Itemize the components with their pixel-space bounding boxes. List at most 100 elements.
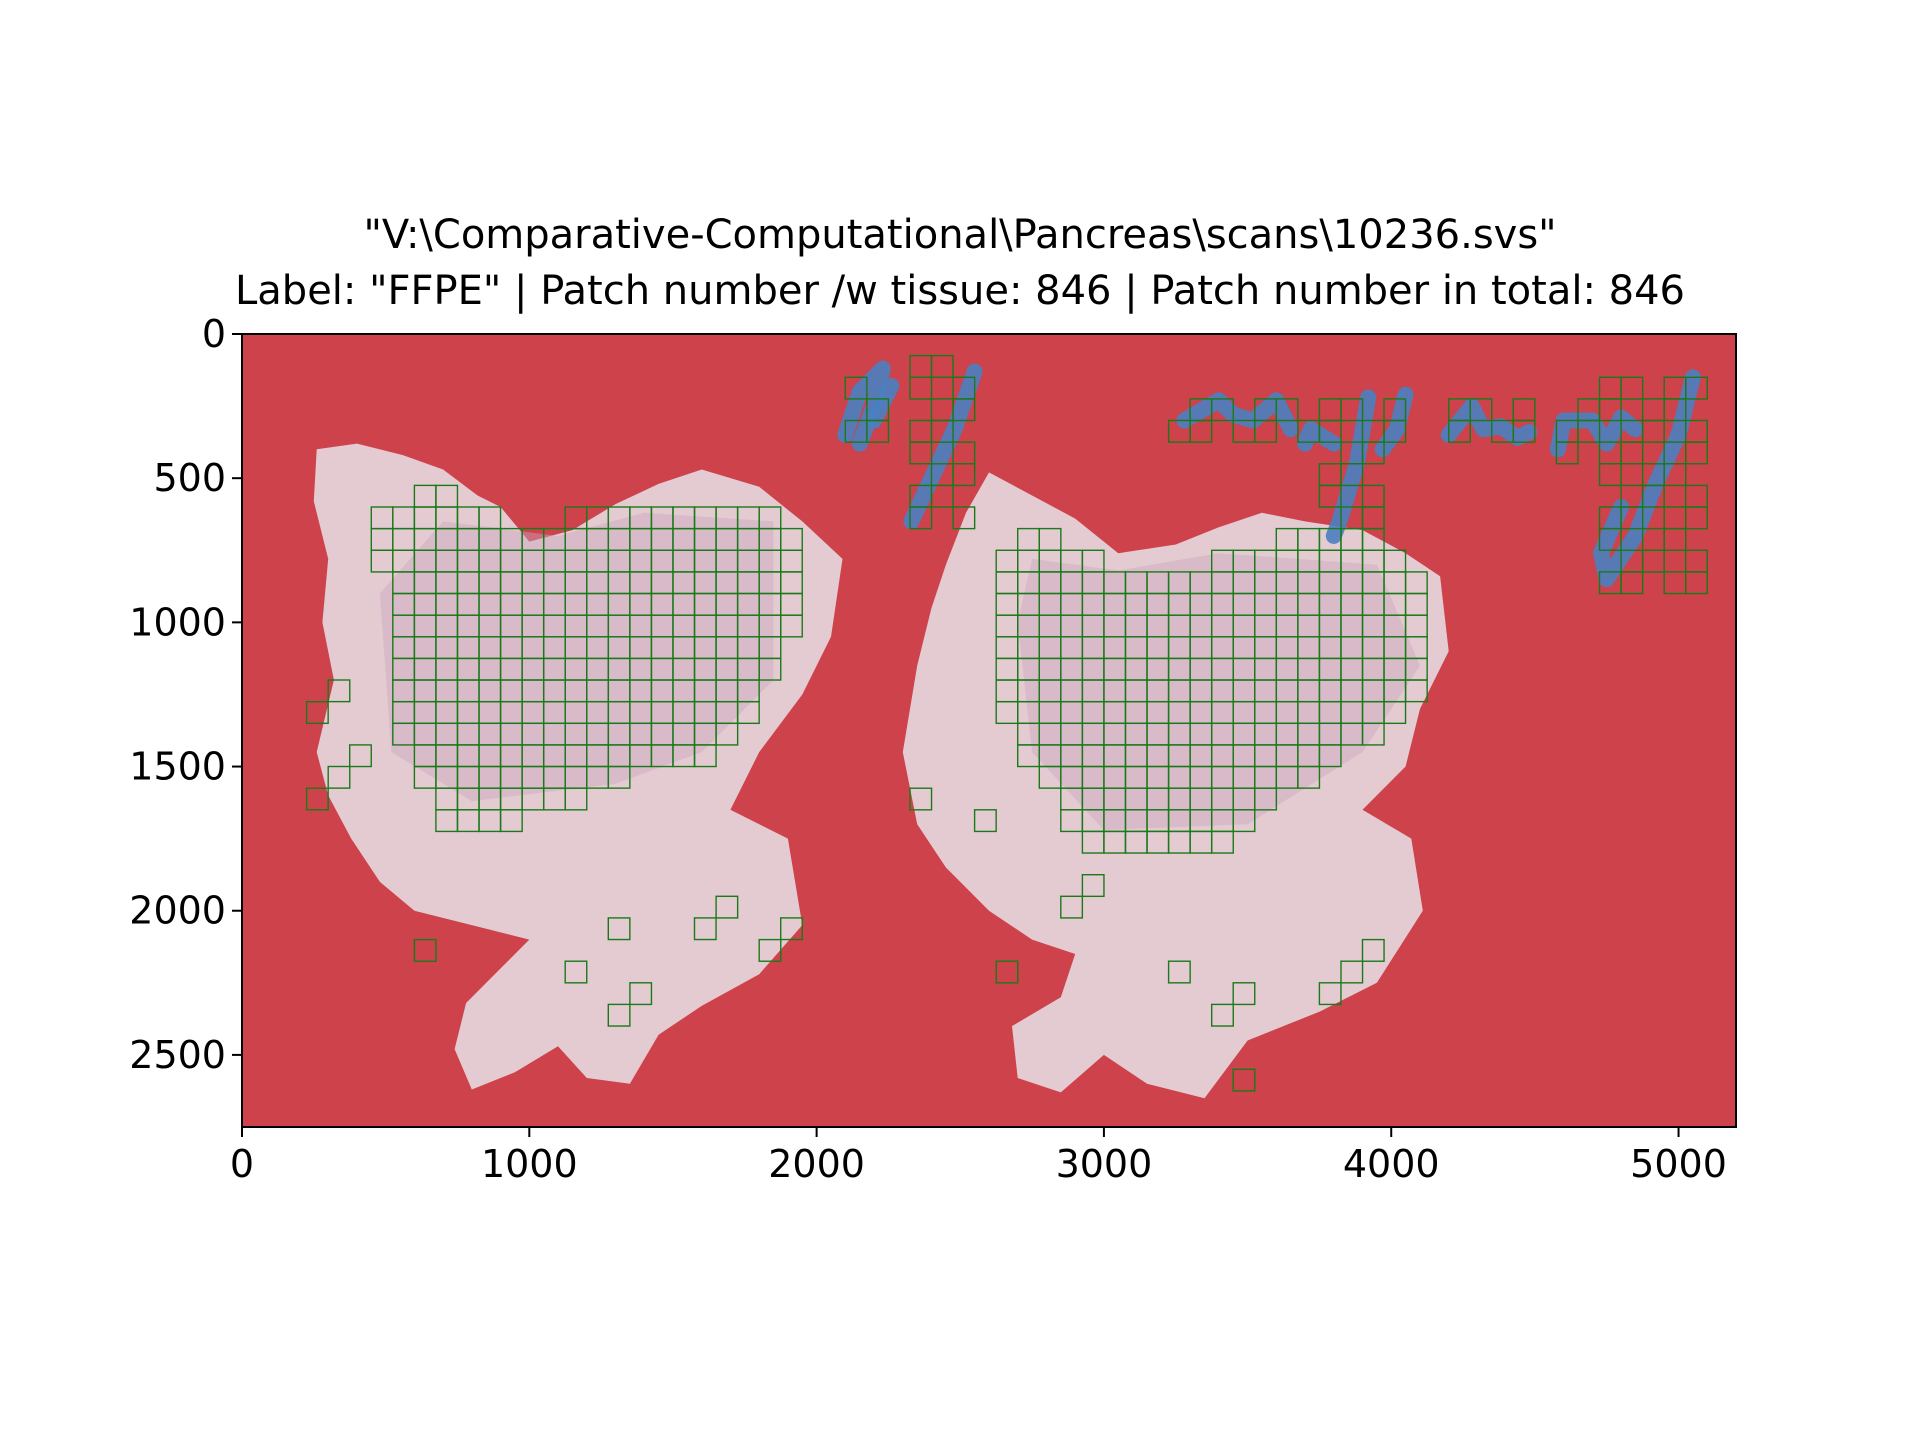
tissue-patch (1620, 571, 1644, 595)
tissue-patch (1318, 982, 1342, 1006)
tissue-patch (1340, 960, 1364, 984)
tissue-patch (995, 960, 1019, 984)
tissue-patch (736, 701, 760, 725)
y-tick-label: 1500 (129, 745, 226, 789)
tissue-patch (1620, 376, 1644, 400)
x-axis: 0 1000 2000 3000 4000 5000 (230, 1127, 1727, 1186)
tissue-patch (758, 938, 782, 962)
tissue-patch (1641, 419, 1665, 443)
y-axis: 0 500 1000 1500 2000 2500 (129, 312, 242, 1077)
tissue-patch (758, 657, 782, 681)
tissue-patch (1254, 419, 1278, 443)
y-tick-label: 2500 (129, 1033, 226, 1077)
tissue-patch (1383, 701, 1407, 725)
tissue-patch (930, 419, 954, 443)
tissue-patch (715, 895, 739, 919)
tissue-patch (1383, 419, 1407, 443)
tissue-patch (305, 787, 329, 811)
tissue-patch (1555, 441, 1579, 465)
tissue-patch (305, 701, 329, 725)
axes-area (242, 334, 1736, 1127)
tissue-patch (1210, 830, 1234, 854)
tissue-patch (564, 960, 588, 984)
tissue-patch (413, 938, 437, 962)
tissue-patch (607, 917, 631, 941)
tissue-patch (1663, 463, 1687, 487)
tissue-patch (1210, 398, 1234, 422)
marker-ink-stroke (1176, 392, 1299, 438)
tissue-patch (1189, 419, 1213, 443)
tissue-patch (1081, 874, 1105, 898)
tissue-patch (1684, 376, 1708, 400)
marker-ink-stroke (1593, 369, 1701, 588)
tissue-patch (1232, 809, 1256, 833)
tissue-patch (1361, 441, 1385, 465)
y-tick-label: 0 (202, 312, 226, 356)
tissue-patch (1275, 398, 1299, 422)
tissue-patch (866, 419, 890, 443)
x-tick-label: 5000 (1630, 1142, 1727, 1186)
tissue-patch (952, 463, 976, 487)
tissue-patch (1210, 1003, 1234, 1027)
tissue-patch (930, 354, 954, 378)
tissue-patch (1684, 506, 1708, 530)
tissue-patch (1598, 463, 1622, 487)
tissue-patch (1512, 419, 1536, 443)
tissue-patch (1684, 441, 1708, 465)
tissue-patch (1318, 744, 1342, 768)
tissue-patch (1598, 527, 1622, 551)
tissue-patch (909, 787, 933, 811)
tissue-patch (1641, 549, 1665, 573)
tissue-patch (1598, 398, 1622, 422)
tissue-patch (564, 787, 588, 811)
tissue-patch (909, 506, 933, 530)
tissue-patch (1361, 938, 1385, 962)
marker-ink-stroke (1297, 421, 1342, 452)
tissue-patch (1297, 765, 1321, 789)
tissue-patch (1663, 527, 1687, 551)
tissue-patch (693, 917, 717, 941)
tissue-patch (1254, 787, 1278, 811)
x-tick-label: 1000 (481, 1142, 578, 1186)
y-tick-label: 500 (153, 456, 226, 500)
tissue-patch (715, 722, 739, 746)
marker-ink-stroke (866, 377, 900, 429)
tissue-patch (1361, 722, 1385, 746)
tissue-patch (607, 765, 631, 789)
y-tick-label: 2000 (129, 889, 226, 933)
patch-grid-layer (305, 354, 1708, 1092)
tissue-patch (1340, 463, 1364, 487)
tissue-patch (1641, 484, 1665, 508)
tissue-patch (1620, 506, 1644, 530)
tissue-patch (1318, 419, 1342, 443)
chart-title-line-2: Label: "FFPE" | Patch number /w tissue: … (235, 268, 1685, 314)
tissue-patch (1404, 679, 1428, 703)
tissue-patch (349, 744, 372, 768)
marker-ink-stroke (903, 363, 983, 530)
tissue-patch (1663, 398, 1687, 422)
tissue-patch (499, 809, 523, 833)
tissue-patch (1167, 960, 1191, 984)
tissue-patch (952, 398, 976, 422)
tissue-patch (327, 765, 351, 789)
tissue-patch (1684, 571, 1708, 595)
tissue-patch (607, 1003, 631, 1027)
tissue-patch (952, 506, 976, 530)
tissue-patch (930, 484, 954, 508)
tissue-core-left (379, 512, 774, 802)
tissue-patch (780, 614, 803, 638)
tissue-patch (693, 744, 717, 768)
tissue-patch (1447, 419, 1471, 443)
tissue-patch (629, 982, 653, 1006)
chart-title-line-1: "V:\Comparative-Computational\Pancreas\s… (363, 212, 1557, 258)
tissue-patch (1577, 419, 1601, 443)
y-tick-label: 1000 (129, 600, 226, 644)
tissue-patch (1340, 398, 1364, 422)
tissue-patch (780, 917, 803, 941)
x-tick-label: 2000 (768, 1142, 865, 1186)
tissue-patch (909, 376, 933, 400)
tissue-patch (1620, 441, 1644, 465)
x-tick-label: 4000 (1343, 1142, 1440, 1186)
tissue-patch (1232, 982, 1256, 1006)
